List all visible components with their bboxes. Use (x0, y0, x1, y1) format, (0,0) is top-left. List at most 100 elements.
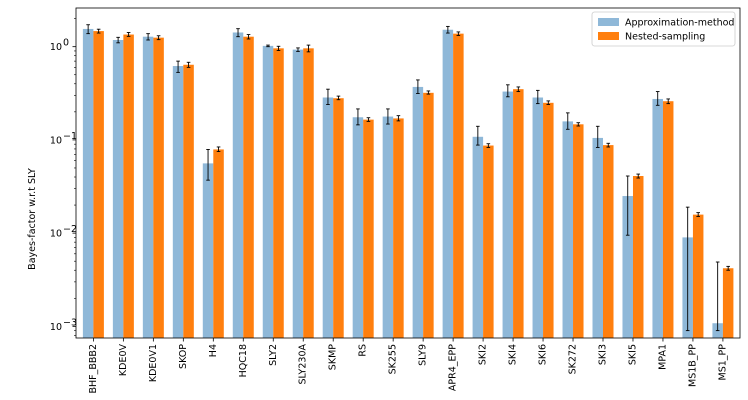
error-bar-approximation-rs (356, 108, 360, 126)
y-tick-label: 10 (50, 229, 62, 240)
x-tick-label: HQC18 (238, 344, 249, 377)
x-tick-label: RS (358, 344, 369, 357)
bar-nested-rs (363, 119, 374, 338)
error-bar-nested-kde0v1 (156, 35, 161, 41)
error-bar-nested-bhf_bbb2 (96, 28, 101, 34)
bar-approximation-bhf_bbb2 (82, 28, 94, 339)
bar-approximation-ski2 (472, 136, 484, 338)
bar-nested-ski6 (543, 102, 554, 338)
error-bar-approximation-ski2 (476, 125, 480, 146)
error-bar-approximation-kde0v (116, 36, 120, 44)
error-bar-approximation-ski4 (506, 84, 510, 98)
bar-approximation-mpa1 (652, 98, 663, 338)
y-tick-label: 10 (50, 135, 62, 146)
x-tick-label: SK272 (568, 344, 579, 374)
error-bar-approximation-sly2 (266, 44, 270, 48)
x-tick-label: SK255 (388, 344, 399, 374)
error-bar-approximation-ms1_pp (715, 261, 720, 332)
x-axis: BHF_BBB2 KDE0V KDE0V1 SKOP H4 HQC18 SLY2 SLY230… (88, 338, 728, 393)
error-bar-approximation-sly9 (416, 79, 420, 94)
x-tick-label: SKI5 (627, 344, 638, 365)
x-tick-label: KDE0V1 (148, 344, 159, 382)
legend-label: Approximation-method (625, 18, 734, 29)
bar-approximation-sly2 (262, 45, 274, 339)
error-bar-approximation-skop (176, 60, 180, 73)
y-axis-label: Bayes-factor w.r.t SLY (27, 168, 38, 270)
error-bar-approximation-sly230a (296, 47, 300, 52)
error-bar-nested-rs (366, 117, 371, 122)
bar-nested-ms1b_pp (692, 214, 704, 338)
error-bar-nested-h4 (216, 146, 221, 153)
bar-approximation-rs (352, 117, 364, 338)
bar-approximation-skmp (322, 97, 334, 338)
bar-approximation-h4 (202, 163, 214, 338)
error-bars-layer (86, 24, 730, 332)
x-tick-label: H4 (208, 344, 219, 357)
error-bar-nested-sk255 (396, 115, 401, 122)
bar-nested-apr4_epp (453, 33, 464, 338)
bar-nested-kde0v1 (153, 37, 164, 339)
bar-approximation-sk272 (562, 121, 574, 338)
error-bar-nested-ski3 (606, 142, 611, 148)
y-tick-label: 10 (50, 322, 62, 333)
bar-nested-h4 (213, 149, 224, 338)
x-tick-label: MS1B_PP (687, 344, 698, 387)
plot-frame (75, 7, 741, 339)
y-tick-exponent: −1 (63, 131, 77, 142)
legend-swatch (598, 32, 619, 40)
x-tick-label: SLY230A (298, 344, 309, 385)
error-bar-nested-ms1_pp (726, 265, 730, 271)
x-tick-label: MPA1 (657, 344, 668, 370)
x-tick-label: SLY9 (418, 344, 429, 366)
error-bar-nested-mpa1 (666, 98, 671, 105)
bar-nested-ski3 (603, 145, 614, 338)
y-tick-exponent: 0 (63, 38, 69, 49)
error-bar-approximation-sk255 (386, 108, 390, 125)
error-bar-nested-skmp (336, 95, 341, 101)
bar-nested-ski2 (483, 145, 494, 338)
error-bar-nested-sk272 (576, 122, 581, 127)
error-bar-approximation-skmp (326, 88, 330, 105)
bar-nested-kde0v (123, 34, 134, 339)
x-tick-label: BHF_BBB2 (88, 344, 99, 393)
error-bar-approximation-apr4_epp (446, 25, 450, 34)
bar-approximation-kde0v1 (142, 36, 154, 338)
x-tick-label: SKI3 (598, 344, 609, 365)
error-bar-nested-apr4_epp (456, 31, 461, 36)
bar-nested-sly2 (273, 48, 284, 338)
bar-nested-skop (183, 64, 194, 339)
error-bar-nested-ms1b_pp (696, 212, 700, 217)
x-tick-label: MS1_PP (717, 344, 728, 381)
bar-approximation-ski6 (532, 97, 544, 338)
error-bar-approximation-bhf_bbb2 (86, 24, 90, 35)
error-bar-nested-ski5 (636, 173, 641, 179)
bar-approximation-skop (172, 66, 184, 339)
y-tick-exponent: −3 (63, 317, 77, 328)
x-tick-label: KDE0V (118, 344, 129, 377)
x-tick-label: SLY2 (268, 344, 279, 366)
bar-nested-sk272 (573, 124, 584, 338)
legend-box (591, 11, 736, 47)
error-bar-nested-kde0v (126, 32, 131, 37)
bar-nested-sly9 (423, 92, 434, 338)
bar-nested-mpa1 (662, 101, 674, 338)
x-tick-label: SKI4 (508, 344, 519, 365)
bar-approximation-ski3 (592, 137, 604, 338)
x-tick-label: APR4_EPP (448, 344, 459, 391)
x-tick-label: SKOP (178, 344, 189, 369)
y-tick-label: 10 (50, 42, 62, 53)
error-bar-nested-sly230a (306, 44, 311, 53)
bar-nested-sly230a (303, 48, 314, 338)
error-bar-nested-skop (186, 61, 191, 68)
error-bar-approximation-mpa1 (655, 91, 660, 106)
error-bar-approximation-ski5 (625, 175, 630, 236)
bars-layer (82, 28, 734, 339)
bar-approximation-apr4_epp (442, 29, 454, 339)
error-bar-approximation-hqc18 (236, 28, 240, 38)
error-bar-nested-sly9 (426, 90, 431, 95)
error-bar-nested-hqc18 (246, 34, 251, 40)
bar-nested-bhf_bbb2 (93, 31, 104, 338)
bar-approximation-ski5 (622, 196, 633, 338)
